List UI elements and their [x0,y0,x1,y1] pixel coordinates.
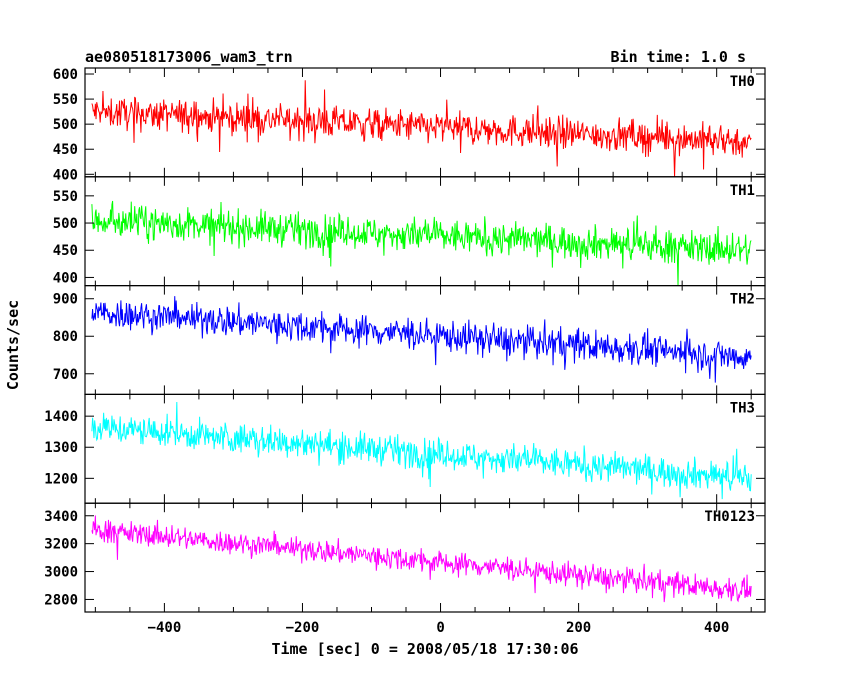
y-tick-label: 2800 [44,592,78,608]
y-tick-label: 450 [53,142,78,158]
y-tick-label: 1300 [44,440,78,456]
y-tick-label: 900 [53,292,78,308]
panel-th2: 700 800 900 TH2 [53,285,766,396]
panel-th0123: 2800 3000 3200 3400 TH0123 [44,502,766,613]
panel-frame [84,285,766,396]
y-tick-label: 600 [53,67,78,83]
x-axis-label: Time [sec] 0 = 2008/05/18 17:30:06 [271,640,578,658]
y-tick-label: 3400 [44,509,78,525]
panel-label: TH1 [730,183,755,199]
x-tick-label: 200 [566,620,591,636]
panel-th0: 400 450 500 550 600 TH0 [53,67,766,183]
panel-frame [84,502,766,613]
y-tick-label: 450 [53,243,78,259]
panel-label: TH0 [730,74,755,90]
panel-th3: 1200 1300 1400 TH3 [44,393,766,504]
series-th1 [91,200,752,286]
y-axis-label: Counts/sec [4,300,22,390]
y-tick-label: 500 [53,216,78,232]
panel-th1: 400 450 500 550 TH1 [53,176,766,286]
x-axis: −400 −200 0 200 400 [148,620,730,636]
y-tick-label: 400 [53,167,78,183]
series-th3 [91,401,752,500]
bin-time-label: Bin time: 1.0 s [611,48,746,66]
x-tick-label: −400 [148,620,182,636]
y-tick-label: 550 [53,92,78,108]
x-tick-label: 0 [436,620,444,636]
series-th2 [91,296,752,383]
y-tick-label: 550 [53,189,78,205]
y-tick-label: 800 [53,329,78,345]
series-th0123 [91,515,752,603]
y-tick-label: 700 [53,367,78,383]
y-tick-label: 1400 [44,409,78,425]
y-tick-label: 3000 [44,565,78,581]
chart-title: ae080518173006_wam3_trn [85,48,293,66]
panels: 400 450 500 550 600 TH0 400 450 500 550 TH1 700 800 9… [44,67,766,613]
panel-label: TH2 [730,292,755,308]
x-tick-label: −200 [286,620,320,636]
y-tick-label: 400 [53,270,78,286]
panel-label: TH3 [730,400,755,416]
x-tick-label: 400 [704,620,729,636]
y-tick-label: 1200 [44,471,78,487]
y-tick-label: 500 [53,117,78,133]
series-th0 [91,80,752,177]
panel-label: TH0123 [704,509,755,525]
y-tick-label: 3200 [44,537,78,553]
